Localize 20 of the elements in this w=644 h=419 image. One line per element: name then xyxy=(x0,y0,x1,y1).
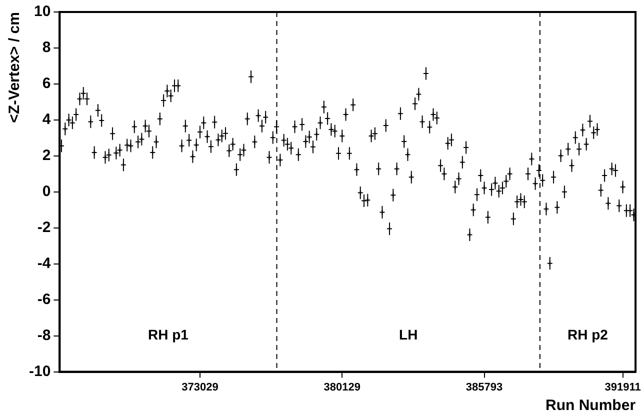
y-tick-label: -4 xyxy=(37,255,52,272)
y-tick-label: -10 xyxy=(28,362,51,380)
y-tick-label: -6 xyxy=(37,290,51,308)
y-tick-label: 10 xyxy=(34,3,51,20)
annotation: LH xyxy=(399,326,418,343)
y-tick-label: -8 xyxy=(37,326,51,344)
y-tick-label: 8 xyxy=(42,39,51,56)
annotation: RH p1 xyxy=(148,326,189,343)
x-axis-title: Run Number xyxy=(546,397,636,414)
y-tick-label: 2 xyxy=(42,147,51,164)
x-tick-label: 380129 xyxy=(324,381,360,394)
y-axis-title: <Z-Vertex> / cm xyxy=(6,12,24,123)
annotation: RH p2 xyxy=(568,326,608,343)
x-tick-label: 385793 xyxy=(466,381,503,394)
y-tick-label: -2 xyxy=(37,219,51,236)
x-tick-label: 391911 xyxy=(604,381,641,394)
y-tick-label: 0 xyxy=(42,183,51,200)
y-tick-label: 4 xyxy=(42,111,52,128)
y-tick-label: 6 xyxy=(42,75,51,92)
x-tick-label: 373029 xyxy=(182,381,218,394)
